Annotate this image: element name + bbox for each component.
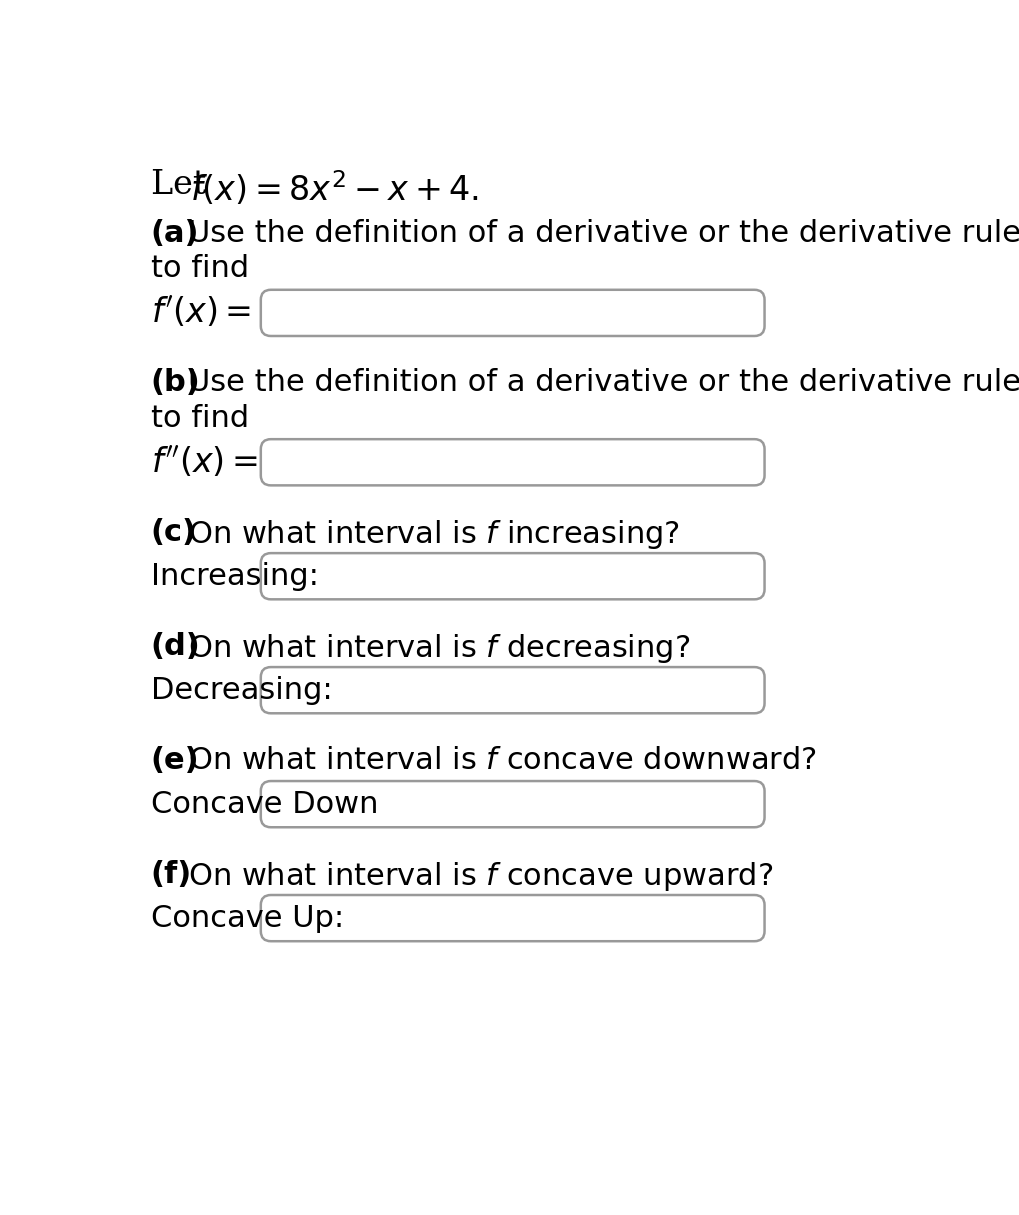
- Text: On what interval is $f$ concave downward?: On what interval is $f$ concave downward…: [187, 746, 816, 775]
- FancyBboxPatch shape: [261, 439, 764, 485]
- Text: to find: to find: [151, 254, 249, 283]
- FancyBboxPatch shape: [261, 781, 764, 827]
- Text: to find: to find: [151, 403, 249, 433]
- Text: (e): (e): [151, 746, 199, 775]
- Text: Use the definition of a derivative or the derivative rules: Use the definition of a derivative or th…: [187, 368, 1019, 397]
- FancyBboxPatch shape: [261, 553, 764, 599]
- Text: (c): (c): [151, 518, 197, 547]
- Text: Decreasing:: Decreasing:: [151, 676, 332, 705]
- Text: (a): (a): [151, 219, 199, 248]
- FancyBboxPatch shape: [261, 290, 764, 337]
- Text: $f'(x) =$: $f'(x) =$: [151, 295, 251, 330]
- FancyBboxPatch shape: [261, 667, 764, 713]
- Text: On what interval is $f$ concave upward?: On what interval is $f$ concave upward?: [187, 859, 772, 893]
- Text: Concave Up:: Concave Up:: [151, 904, 343, 933]
- Text: Use the definition of a derivative or the derivative rules: Use the definition of a derivative or th…: [187, 219, 1019, 248]
- Text: On what interval is $f$ increasing?: On what interval is $f$ increasing?: [187, 518, 679, 550]
- Text: Concave Down: Concave Down: [151, 790, 378, 819]
- Text: Increasing:: Increasing:: [151, 561, 318, 590]
- Text: (b): (b): [151, 368, 201, 397]
- FancyBboxPatch shape: [261, 895, 764, 942]
- Text: (d): (d): [151, 632, 201, 661]
- Text: $f(x) = 8x^2 - x + 4.$: $f(x) = 8x^2 - x + 4.$: [190, 169, 478, 208]
- Text: On what interval is $f$ decreasing?: On what interval is $f$ decreasing?: [187, 632, 690, 665]
- Text: $f''(x) =$: $f''(x) =$: [151, 445, 257, 480]
- Text: Let: Let: [151, 169, 217, 200]
- Text: (f): (f): [151, 859, 192, 888]
